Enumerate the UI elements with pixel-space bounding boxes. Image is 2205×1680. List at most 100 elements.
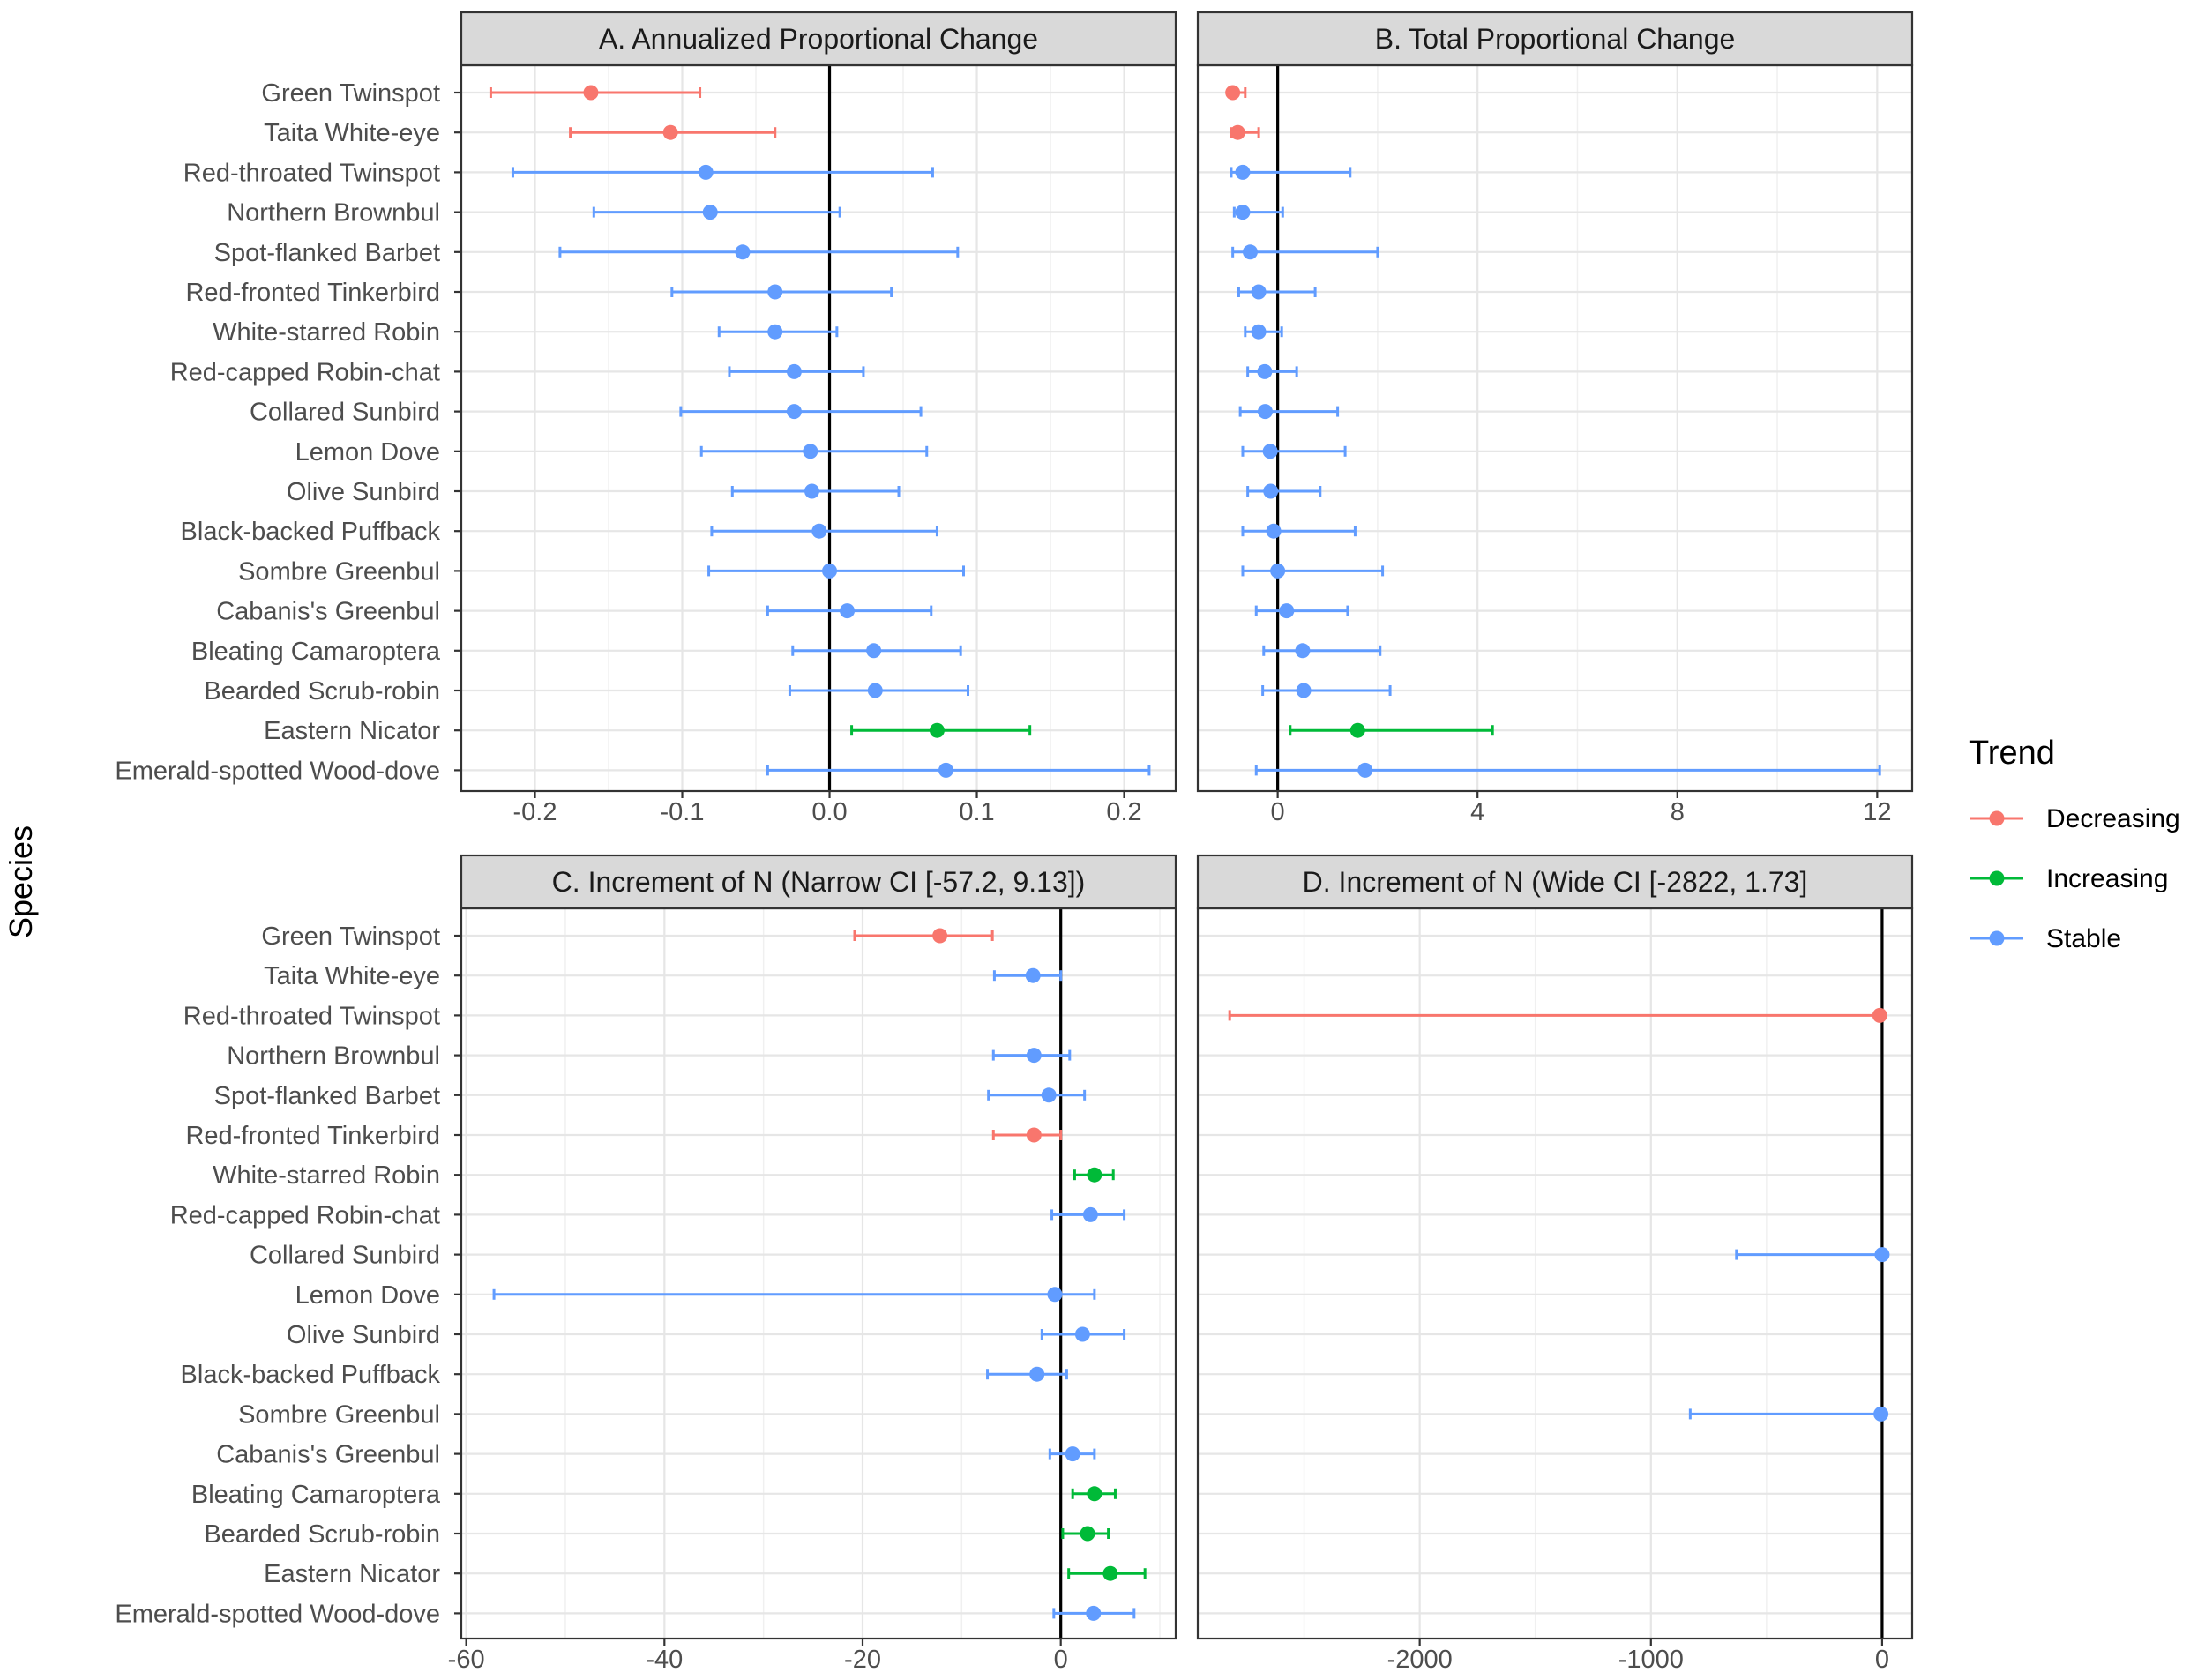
point-estimate <box>786 363 802 379</box>
legend-entry-increasing: Increasing <box>1970 864 2168 893</box>
point-estimate <box>1295 643 1311 659</box>
estimate-black-backed-puffback <box>710 523 938 539</box>
estimate-collared-sunbird <box>1238 404 1340 420</box>
estimate-white-starred-robin <box>717 324 839 340</box>
y-tick-label: Lemon Dove <box>295 438 440 467</box>
x-tick-label: 4 <box>1470 798 1484 826</box>
estimate-red-capped-robin-chat <box>1050 1206 1126 1222</box>
y-tick-label: Sombre Greenbul <box>238 1400 440 1429</box>
x-tick-label: -20 <box>844 1646 881 1674</box>
legend-label: Increasing <box>2046 864 2168 893</box>
y-tick-label: Bearded Scrub-robin <box>204 677 440 706</box>
y-tick-label: Northern Brownbul <box>227 1042 440 1071</box>
point-estimate <box>1087 1167 1102 1183</box>
estimate-olive-sunbird <box>1246 483 1322 499</box>
x-tick-label: -40 <box>646 1646 683 1674</box>
x-tick-label: 0.1 <box>959 798 994 826</box>
y-tick-label: Black-backed Puffback <box>181 1361 441 1389</box>
panel-strip <box>1196 11 1914 67</box>
estimate-red-fronted-tinkerbird <box>670 284 893 300</box>
point-estimate <box>1025 967 1041 983</box>
point-estimate <box>840 603 856 619</box>
x-tick-label: 0 <box>1271 798 1285 826</box>
y-tick-label: Red-throated Twinspot <box>183 1002 440 1030</box>
y-tick-label: Emerald-spotted Wood-dove <box>115 1600 440 1628</box>
y-tick-label: Cabanis's Greenbul <box>216 598 440 626</box>
y-tick-label: Green Twinspot <box>261 79 440 108</box>
estimate-bleating-camaroptera <box>1071 1486 1117 1502</box>
panel-d: D. Increment of N (Wide CI [-2822, 1.73]… <box>1196 854 1914 1674</box>
y-axis-title: Species <box>3 825 39 938</box>
estimate-red-fronted-tinkerbird <box>991 1127 1063 1143</box>
estimate-emerald-spotted-wood-dove <box>1052 1605 1136 1621</box>
panel-b: B. Total Proportional Change 0 4 8 12 <box>1196 11 1914 826</box>
point-estimate <box>1257 363 1273 379</box>
estimate-sombre-greenbul <box>1241 563 1385 579</box>
estimate-taita-white-eye <box>569 124 777 140</box>
point-estimate <box>1263 483 1279 499</box>
point-estimate <box>767 324 783 340</box>
estimate-black-backed-puffback <box>1241 523 1357 539</box>
x-tick-label: -60 <box>448 1646 485 1674</box>
estimate-eastern-nicator <box>1289 722 1494 738</box>
y-tick-label: Red-fronted Tinkerbird <box>185 1122 440 1150</box>
y-tick-label: Spot-flanked Barbet <box>214 1082 440 1110</box>
estimate-lemon-dove <box>1241 444 1347 459</box>
y-tick-label: Taita White-eye <box>264 962 440 990</box>
estimate-bearded-scrub-robin <box>788 683 970 698</box>
legend-label: Decreasing <box>2046 804 2180 833</box>
point-estimate <box>1270 563 1286 579</box>
point-estimate <box>932 928 948 944</box>
estimate-bleating-camaroptera <box>791 643 962 659</box>
point-estimate <box>1041 1087 1057 1103</box>
point-estimate <box>1296 683 1312 698</box>
point-estimate <box>1087 1486 1102 1502</box>
x-tick-label: 0 <box>1875 1646 1889 1674</box>
y-tick-label: Red-capped Robin-chat <box>170 1201 440 1229</box>
point-estimate <box>1279 603 1295 619</box>
y-tick-label: Green Twinspot <box>261 922 440 951</box>
legend-key-point <box>1989 870 2005 886</box>
point-estimate <box>1065 1446 1080 1462</box>
estimate-green-twinspot <box>1225 85 1247 101</box>
point-estimate <box>1251 284 1267 300</box>
point-estimate <box>583 85 599 101</box>
estimate-green-twinspot <box>853 928 994 944</box>
y-tick-label: Olive Sunbird <box>287 478 440 506</box>
point-estimate <box>1235 164 1251 180</box>
x-tick-label: 0.0 <box>811 798 847 826</box>
y-tick-label: Eastern Nicator <box>264 1560 440 1588</box>
point-estimate <box>803 444 818 459</box>
estimate-taita-white-eye <box>992 967 1063 983</box>
panel-c: C. Increment of N (Narrow CI [-57.2, 9.1… <box>115 854 1177 1674</box>
point-estimate <box>804 483 819 499</box>
estimate-emerald-spotted-wood-dove <box>766 762 1151 778</box>
point-estimate <box>1082 1206 1098 1222</box>
x-tick-label: -0.2 <box>513 798 557 826</box>
y-tick-label: Collared Sunbird <box>250 399 440 427</box>
panel-title: A. Annualized Proportional Change <box>599 23 1038 55</box>
x-tick-label: 12 <box>1863 798 1891 826</box>
estimate-sombre-greenbul <box>707 563 966 579</box>
estimate-black-backed-puffback <box>986 1366 1068 1382</box>
legend-entry-decreasing: Decreasing <box>1970 804 2180 833</box>
panel-strip <box>460 854 1177 910</box>
panel-title: D. Increment of N (Wide CI [-2822, 1.73] <box>1303 866 1808 898</box>
point-estimate <box>1266 523 1282 539</box>
point-estimate <box>1257 404 1273 420</box>
estimate-bearded-scrub-robin <box>1261 683 1392 698</box>
estimate-cabanis-s-greenbul <box>766 603 933 619</box>
estimate-cabanis-s-greenbul <box>1048 1446 1096 1462</box>
point-estimate <box>1029 1366 1045 1382</box>
x-tick-label: -2000 <box>1387 1646 1453 1674</box>
y-tick-label: Black-backed Puffback <box>181 518 441 546</box>
estimate-cabanis-s-greenbul <box>1254 603 1349 619</box>
point-estimate <box>1874 1247 1890 1263</box>
point-estimate <box>1235 205 1251 220</box>
y-tick-label: Sombre Greenbul <box>238 557 440 586</box>
estimate-emerald-spotted-wood-dove <box>1254 762 1881 778</box>
point-estimate <box>938 762 953 778</box>
point-estimate <box>1349 722 1365 738</box>
estimate-sombre-greenbul <box>1688 1406 1889 1422</box>
point-estimate <box>1086 1605 1102 1621</box>
